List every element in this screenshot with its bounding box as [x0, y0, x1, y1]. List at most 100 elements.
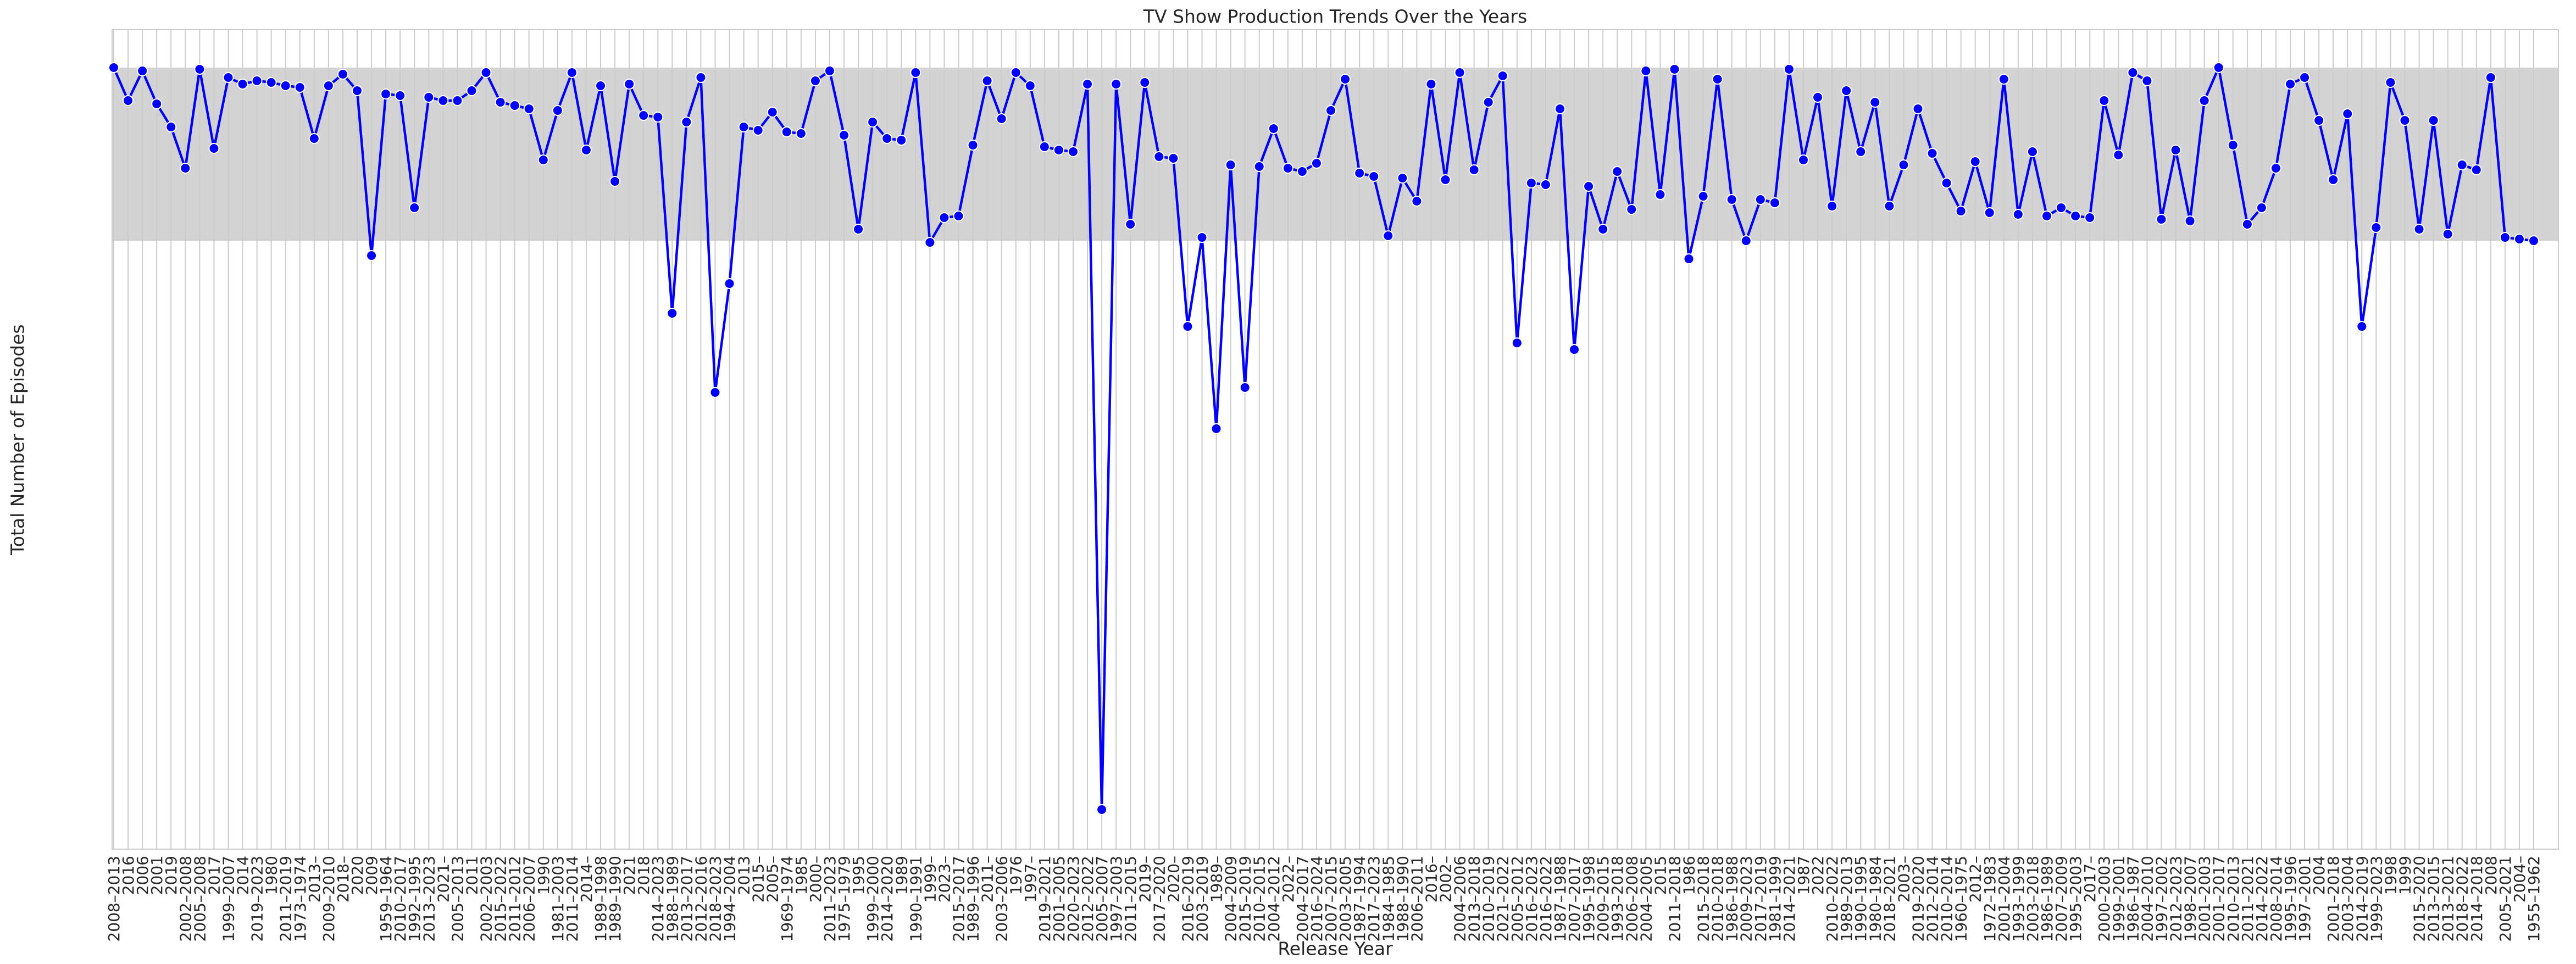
x-tick-label: 1990 [535, 856, 553, 895]
x-tick-label: 2012– [1967, 856, 1985, 902]
data-point [609, 176, 621, 187]
data-point [1296, 166, 1308, 177]
data-point [981, 75, 993, 86]
data-point [1511, 337, 1523, 348]
x-tick-label: 2018–2021 [1880, 856, 1898, 942]
x-tick-label: 2010–2013 [2224, 856, 2242, 942]
data-point [2213, 62, 2224, 73]
x-tick-label: 2013–2017 [678, 856, 696, 942]
x-tick-label: 2001–2005 [1050, 856, 1068, 942]
x-tick-label: 1973–1974 [291, 856, 309, 942]
x-tick-label: 2019–2023 [248, 856, 267, 942]
data-point [151, 98, 163, 109]
x-tick-label: 2019 [162, 856, 180, 895]
data-point [638, 110, 649, 121]
data-point [867, 117, 879, 128]
data-point [724, 278, 735, 289]
x-tick-label: 2012–2014 [1924, 856, 1942, 942]
x-tick-label: 1987–1994 [1351, 856, 1369, 942]
data-point [1168, 153, 1179, 164]
x-tick-label: 2005–2012 [1508, 856, 1526, 942]
data-point [652, 112, 664, 123]
data-point [1626, 204, 1637, 215]
data-point [2113, 149, 2124, 160]
data-point [1554, 103, 1565, 114]
x-tick-label: 2005–2013 [448, 856, 467, 942]
x-tick-label: 2014–2021 [1780, 856, 1798, 942]
x-tick-label: 2011–2023 [821, 856, 839, 942]
data-point [251, 75, 263, 86]
x-tick-label: 1987–1988 [1551, 856, 1569, 942]
x-tick-label: 1969–1974 [778, 856, 796, 942]
data-point [1468, 164, 1480, 175]
x-tick-label: 2001–2003 [2196, 856, 2214, 942]
x-tick-label: 2006 [134, 856, 152, 895]
data-point [337, 69, 348, 80]
x-tick-label: 2002– [1437, 856, 1455, 902]
x-tick-label: 2001–2018 [2324, 856, 2342, 942]
data-point [2385, 77, 2396, 88]
x-tick-label: 2016–2024 [1308, 856, 1326, 942]
data-point [1612, 166, 1623, 177]
x-tick-label: 2014–2018 [2468, 856, 2486, 942]
data-point [1783, 64, 1795, 75]
x-tick-label: 1975–1979 [835, 856, 853, 942]
data-point [1111, 79, 1122, 90]
data-point [1984, 207, 1995, 218]
x-tick-label: 2005– [764, 856, 782, 902]
data-point [767, 107, 778, 118]
data-point [552, 105, 563, 116]
x-tick-label: 2007–2017 [1565, 856, 1584, 942]
x-tick-label: 2011–2015 [1122, 856, 1140, 942]
data-point [1683, 253, 1695, 264]
data-point [1268, 123, 1279, 134]
x-tick-label: 2019–2020 [1909, 856, 1927, 942]
data-point [1941, 178, 1952, 189]
x-tick-label: 2016 [119, 856, 137, 895]
data-point [466, 85, 478, 96]
data-point [1153, 151, 1165, 162]
data-point [265, 77, 277, 88]
x-tick-label: 2012–2023 [2167, 856, 2185, 942]
x-tick-label: 1986–1987 [2124, 856, 2142, 942]
x-tick-label: 1988–1989 [663, 856, 681, 942]
x-tick-label: 1989–1998 [592, 856, 610, 942]
data-point [1311, 158, 1322, 169]
x-tick-label: 2013–2023 [420, 856, 438, 942]
x-tick-label: 1992–1995 [406, 856, 424, 942]
x-tick-label: 2000– [807, 856, 825, 902]
data-point [2342, 108, 2353, 119]
data-point [380, 88, 392, 99]
x-tick-label: 2013–2021 [2439, 856, 2457, 942]
x-tick-label: 1995–1998 [1580, 856, 1598, 942]
data-point [2170, 145, 2181, 156]
x-tick-label: 2019–2021 [1036, 856, 1054, 942]
data-point [1697, 191, 1709, 202]
data-point [1669, 64, 1680, 75]
x-tick-label: 2013– [306, 856, 324, 902]
x-tick-label: 2001 [148, 856, 166, 895]
data-point [1841, 85, 1852, 96]
x-tick-label: 2015–2020 [2411, 856, 2429, 942]
data-point [2328, 174, 2339, 185]
data-point [939, 212, 950, 223]
data-point [123, 95, 134, 106]
data-point [480, 67, 492, 78]
x-tick-label: 1999–2007 [219, 856, 237, 942]
x-tick-label: 2004 [2310, 856, 2328, 895]
data-point [2227, 140, 2239, 151]
x-tick-label: 2022 [1809, 856, 1827, 895]
data-point [667, 308, 678, 319]
data-point [1969, 156, 1981, 167]
x-tick-label: 1981–2003 [549, 856, 567, 942]
data-point [853, 224, 864, 235]
data-point [1869, 97, 1881, 108]
data-point [1812, 92, 1824, 103]
data-point [294, 82, 306, 93]
x-tick-label: 1988–1990 [1394, 856, 1412, 942]
x-tick-label: 2011–2019 [277, 856, 295, 942]
x-tick-label: 2018 [635, 856, 653, 895]
x-tick-label: 2001–2004 [1995, 856, 2013, 942]
x-tick-label: 1987 [1795, 856, 1813, 895]
data-point [1182, 321, 1193, 332]
